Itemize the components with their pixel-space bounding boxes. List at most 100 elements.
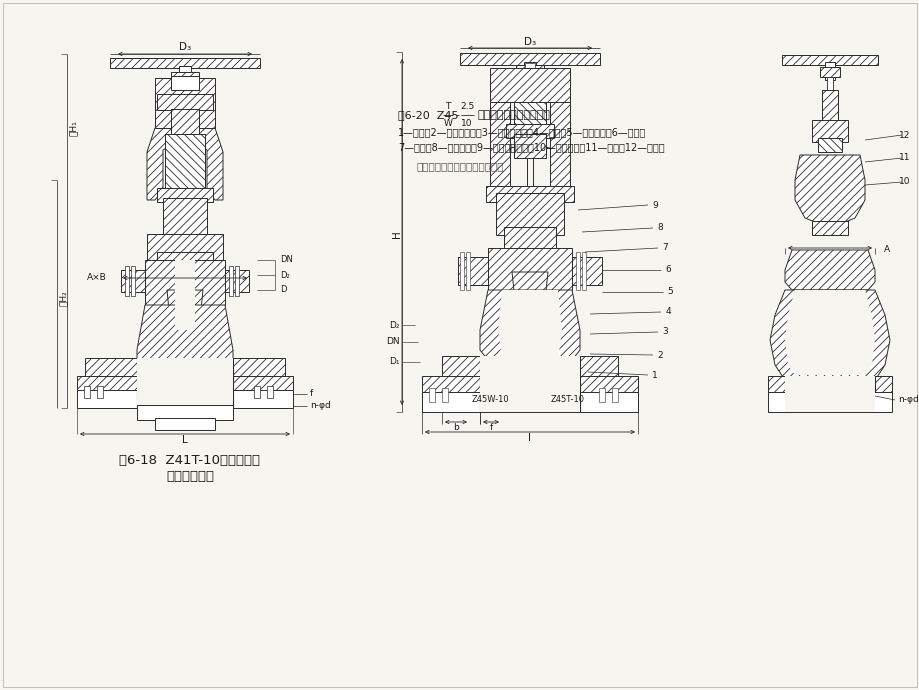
Text: n-φd: n-φd <box>897 395 918 404</box>
Bar <box>524 62 536 80</box>
Bar <box>137 358 233 382</box>
Text: 7: 7 <box>662 244 667 253</box>
Polygon shape <box>147 128 176 200</box>
Bar <box>781 55 877 65</box>
Text: Z45T-10: Z45T-10 <box>550 395 584 404</box>
Bar <box>826 77 832 92</box>
Bar <box>821 90 837 125</box>
Bar <box>175 260 195 330</box>
Text: D₁: D₁ <box>389 357 400 366</box>
Bar <box>516 65 543 76</box>
Bar <box>84 386 90 398</box>
Bar <box>157 252 213 270</box>
Bar <box>234 266 239 296</box>
Bar <box>514 102 545 130</box>
Bar <box>819 67 839 77</box>
Bar <box>179 66 191 72</box>
Bar <box>125 266 129 296</box>
Bar <box>154 418 215 430</box>
Text: DN: DN <box>279 255 292 264</box>
Polygon shape <box>769 290 889 380</box>
Text: 1: 1 <box>652 371 657 380</box>
Text: n-φd: n-φd <box>310 402 331 411</box>
Bar <box>487 248 572 290</box>
Bar <box>157 188 213 202</box>
Bar <box>480 392 579 412</box>
Text: A×B: A×B <box>87 273 107 282</box>
Polygon shape <box>480 290 579 368</box>
Polygon shape <box>193 128 222 200</box>
Polygon shape <box>497 290 562 360</box>
Bar <box>171 76 199 90</box>
Polygon shape <box>167 290 203 330</box>
Bar <box>267 386 273 398</box>
Polygon shape <box>794 155 864 228</box>
Text: D₂: D₂ <box>279 270 289 279</box>
Bar <box>824 62 834 80</box>
Polygon shape <box>137 305 233 372</box>
Bar <box>121 270 145 292</box>
Bar <box>460 252 463 290</box>
Bar <box>165 134 205 194</box>
Bar <box>504 227 555 255</box>
Bar <box>229 266 233 296</box>
Text: D₃: D₃ <box>178 42 191 52</box>
Text: 型暗杆楔式闸阀外形尺寸: 型暗杆楔式闸阀外形尺寸 <box>478 110 550 120</box>
Bar <box>180 66 190 82</box>
Bar <box>505 124 553 138</box>
Bar <box>495 193 563 235</box>
Bar <box>480 356 579 382</box>
Bar <box>767 392 891 412</box>
Polygon shape <box>512 272 548 310</box>
Bar <box>466 252 470 290</box>
Bar <box>490 68 570 102</box>
Bar <box>550 70 570 195</box>
Bar <box>147 234 222 260</box>
Bar <box>817 138 841 152</box>
Text: 图6-18  Z41T-10型明杆楔式: 图6-18 Z41T-10型明杆楔式 <box>119 453 260 466</box>
Bar <box>130 266 135 296</box>
Text: 5: 5 <box>666 288 672 297</box>
Text: 关H₁: 关H₁ <box>68 120 77 136</box>
Text: b: b <box>453 422 459 431</box>
Text: H: H <box>391 230 402 238</box>
Text: 4: 4 <box>664 308 670 317</box>
Bar <box>182 284 187 334</box>
Bar <box>485 186 573 202</box>
Bar <box>490 70 509 195</box>
Text: 3: 3 <box>662 328 667 337</box>
Bar <box>85 358 137 382</box>
Bar <box>480 376 579 394</box>
Bar <box>784 392 874 412</box>
Text: 10: 10 <box>460 119 472 128</box>
Bar <box>233 358 285 382</box>
Bar <box>163 198 207 240</box>
Bar <box>422 376 637 394</box>
Bar <box>575 252 579 290</box>
Bar <box>611 388 618 402</box>
Bar <box>441 356 618 382</box>
Text: 1—阀体；2—阀体密封圈；3—闸板密封圈；4—闸板；5—阀杆螺母；6—阀盖；: 1—阀体；2—阀体密封圈；3—闸板密封圈；4—闸板；5—阀杆螺母；6—阀盖； <box>398 127 645 137</box>
Text: 7—填料；8—填料压盖；9—填料压盖螺母；10—传动支座；11—手轮；12—指示盘: 7—填料；8—填料压盖；9—填料压盖螺母；10—传动支座；11—手轮；12—指示… <box>398 142 664 152</box>
Bar <box>441 388 448 402</box>
Bar <box>137 376 233 392</box>
Bar <box>110 58 260 68</box>
Bar <box>514 134 545 158</box>
Text: -: - <box>455 110 459 120</box>
Text: 10: 10 <box>898 177 910 186</box>
Bar <box>77 390 292 408</box>
Bar <box>171 72 199 82</box>
Polygon shape <box>784 250 874 290</box>
Bar <box>77 376 292 392</box>
Text: D₃: D₃ <box>523 37 536 47</box>
Bar <box>154 78 215 128</box>
Bar <box>96 386 103 398</box>
Text: W: W <box>443 119 452 128</box>
Text: 开H₂: 开H₂ <box>59 290 67 306</box>
Bar <box>225 270 249 292</box>
Text: D: D <box>279 286 286 295</box>
Bar <box>525 63 535 68</box>
Bar <box>137 405 233 420</box>
Text: L: L <box>182 435 187 445</box>
Bar <box>811 120 847 142</box>
